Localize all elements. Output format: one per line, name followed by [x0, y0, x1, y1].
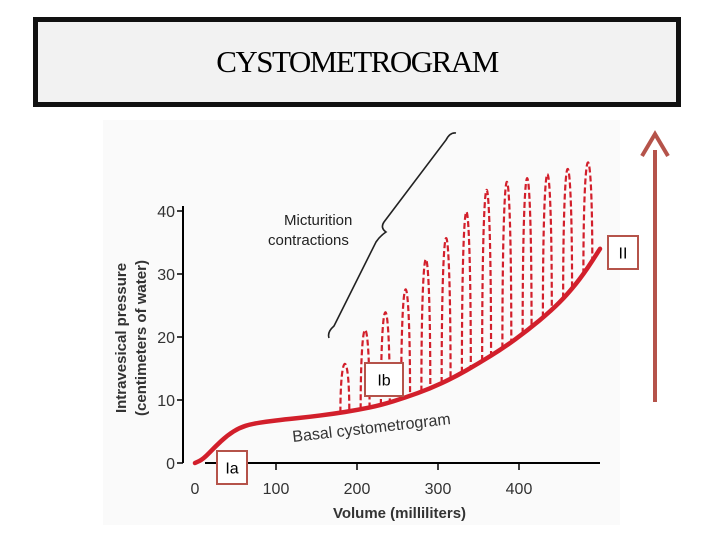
- phase-ib-box: [364, 362, 404, 397]
- contraction-mark: [440, 236, 452, 384]
- contraction-mark: [339, 362, 351, 413]
- x-axis-label: Volume (milliliters): [333, 505, 466, 522]
- contraction-mark: [562, 168, 574, 299]
- x-tick-label: 300: [425, 481, 452, 498]
- x-tick-label: 0: [191, 481, 200, 498]
- y-tick-label: 40: [157, 204, 175, 221]
- phase-ii-label: II: [619, 246, 628, 263]
- x-tick-label: 200: [344, 481, 371, 498]
- y-tick-label: 30: [157, 267, 175, 284]
- contraction-mark: [420, 258, 432, 392]
- title-box: CYSTOMETROGRAM: [33, 17, 681, 107]
- contractions-label: contractions: [268, 232, 349, 249]
- bracket-line: [327, 132, 457, 339]
- phase-ib-label: Ib: [377, 373, 390, 390]
- basal-curve-line: [192, 246, 603, 466]
- phase-ii-box: [607, 235, 639, 270]
- contraction-mark: [521, 177, 533, 334]
- basal-curve-series: [192, 246, 603, 466]
- contraction-mark: [582, 161, 594, 275]
- figure-background: [103, 120, 620, 525]
- phase-ia-label: Ia: [225, 461, 238, 478]
- y-tick-label: 0: [166, 456, 175, 473]
- y-axis-label: Intravesical pressure: [113, 263, 130, 413]
- phase-ia-box: [216, 450, 248, 485]
- contraction-mark: [460, 210, 472, 373]
- contraction-mark: [400, 288, 412, 399]
- contraction-mark: [501, 180, 513, 349]
- y-tick-label: 10: [157, 393, 175, 410]
- contraction-mark: [541, 172, 553, 318]
- contraction-mark: [481, 188, 493, 362]
- x-tick-label: 400: [506, 481, 533, 498]
- slide-title: CYSTOMETROGRAM: [216, 44, 499, 79]
- up-arrow-head: [640, 130, 670, 158]
- micturition-label: Micturition: [284, 212, 352, 229]
- y-axis-label-units: (centimeters of water): [133, 260, 150, 416]
- phase-labels: Ia Ib II: [216, 130, 670, 485]
- y-tick-label: 20: [157, 330, 175, 347]
- x-tick-label: 100: [263, 481, 290, 498]
